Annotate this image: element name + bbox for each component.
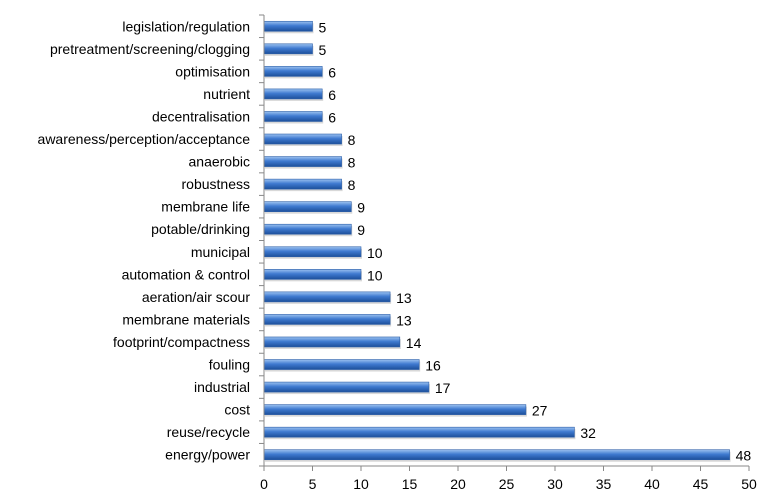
data-label: 13 (396, 312, 412, 328)
bar (263, 449, 730, 461)
data-label: 16 (425, 358, 441, 374)
bar (263, 133, 342, 145)
x-tick-label: 40 (644, 476, 660, 492)
data-label: 14 (406, 335, 422, 351)
category-label: potable/drinking (151, 221, 250, 237)
data-label: 27 (532, 403, 548, 419)
data-label: 17 (435, 380, 451, 396)
bar (263, 223, 352, 235)
category-label: optimisation (175, 63, 250, 79)
category-label: nutrient (203, 86, 250, 102)
x-tick-label: 10 (353, 476, 369, 492)
category-label: pretreatment/screening/clogging (50, 41, 250, 57)
data-label: 48 (736, 448, 752, 464)
category-label: energy/power (165, 447, 250, 463)
bar (263, 20, 313, 32)
data-label: 5 (319, 42, 327, 58)
bar (263, 43, 313, 55)
category-label: municipal (191, 244, 250, 260)
bar (263, 111, 323, 122)
data-label: 13 (396, 290, 412, 306)
data-label: 10 (367, 267, 383, 283)
bar (263, 88, 323, 100)
plot-area: legislation/regulation 5 pretreatment/scre… (38, 14, 757, 492)
category-label: automation & control (122, 266, 250, 282)
bar (263, 246, 362, 258)
data-label: 5 (319, 19, 327, 35)
category-label: fouling (209, 357, 250, 373)
x-tick-label: 25 (499, 476, 515, 492)
bar (263, 178, 342, 190)
bar (263, 336, 401, 348)
data-label: 9 (357, 222, 365, 238)
x-tick-label: 50 (741, 476, 757, 492)
bar (263, 381, 430, 393)
data-label: 6 (328, 64, 336, 80)
category-label: cost (224, 402, 250, 418)
category-label: robustness (182, 176, 250, 192)
x-tick-label: 15 (402, 476, 418, 492)
data-label: 9 (357, 200, 365, 216)
bar (263, 291, 391, 303)
bar (263, 359, 420, 370)
category-label: reuse/recycle (167, 424, 250, 440)
x-tick-label: 35 (596, 476, 612, 492)
category-label: awareness/perception/acceptance (38, 131, 251, 147)
x-tick-label: 20 (450, 476, 466, 492)
category-label: footprint/compactness (113, 334, 250, 350)
bar (263, 269, 362, 280)
data-label: 8 (348, 132, 356, 148)
data-label: 6 (328, 87, 336, 103)
bar (263, 201, 352, 212)
category-label: membrane materials (122, 311, 250, 327)
x-tick-label: 30 (547, 476, 563, 492)
category-label: anaerobic (189, 154, 251, 170)
data-label: 10 (367, 245, 383, 261)
bar (263, 404, 527, 415)
x-tick-label: 0 (260, 476, 268, 492)
bar (263, 314, 391, 325)
data-label: 8 (348, 177, 356, 193)
category-label: industrial (194, 379, 250, 395)
bar (263, 426, 575, 438)
category-label: legislation/regulation (122, 18, 250, 34)
bar (263, 156, 342, 167)
x-tick-label: 45 (693, 476, 709, 492)
data-label: 32 (580, 425, 596, 441)
category-label: membrane life (161, 199, 250, 215)
data-label: 6 (328, 109, 336, 125)
bar (263, 66, 323, 77)
category-label: aeration/air scour (142, 289, 251, 305)
data-label: 8 (348, 155, 356, 171)
category-label: decentralisation (152, 108, 250, 124)
x-tick-label: 5 (309, 476, 317, 492)
